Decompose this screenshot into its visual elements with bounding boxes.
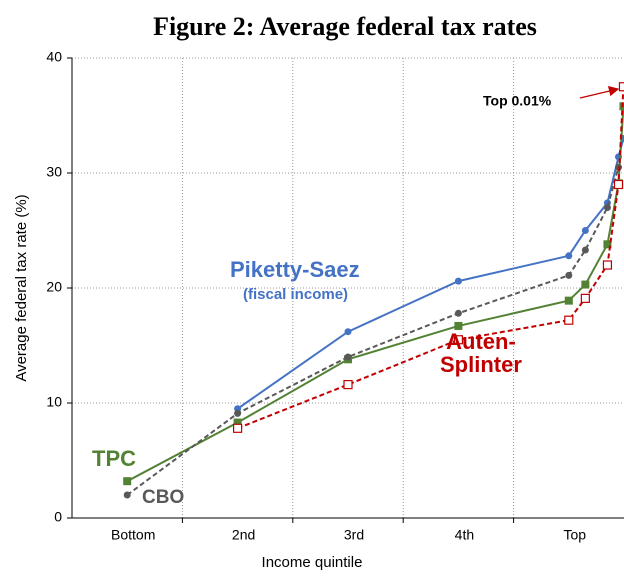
series-label: Piketty-Saez bbox=[230, 257, 360, 282]
x-axis-label: Income quintile bbox=[262, 554, 363, 571]
point bbox=[581, 280, 590, 289]
series bbox=[123, 102, 624, 486]
series bbox=[233, 82, 624, 433]
point bbox=[123, 491, 131, 499]
y-tick-label: 10 bbox=[46, 394, 62, 410]
point bbox=[344, 328, 352, 336]
series bbox=[123, 163, 622, 499]
y-tick-label: 0 bbox=[54, 509, 62, 525]
line bbox=[126, 166, 620, 496]
x-tick-label: 3rd bbox=[344, 527, 364, 543]
point bbox=[565, 252, 573, 260]
point bbox=[602, 260, 613, 270]
series-label: TPC bbox=[92, 446, 136, 471]
y-axis-label: Average federal tax rate (%) bbox=[13, 194, 30, 381]
x-tick-label: Bottom bbox=[111, 527, 155, 543]
point bbox=[581, 246, 589, 254]
line bbox=[126, 106, 624, 483]
point bbox=[454, 309, 462, 317]
series-label: CBO bbox=[142, 487, 185, 508]
x-tick-label: 2nd bbox=[232, 527, 255, 543]
series-sublabel: (fiscal income) bbox=[243, 286, 349, 303]
point bbox=[233, 423, 243, 433]
point bbox=[234, 409, 242, 417]
point bbox=[564, 296, 573, 305]
y-tick-label: 20 bbox=[46, 279, 62, 295]
point bbox=[580, 293, 590, 303]
y-tick-label: 30 bbox=[46, 164, 62, 180]
line bbox=[237, 86, 624, 430]
series-label: Auten- Splinter bbox=[440, 329, 522, 378]
annotation-arrow bbox=[579, 86, 620, 99]
point bbox=[454, 321, 463, 330]
chart-title: Figure 2: Average federal tax rates bbox=[153, 12, 537, 41]
point bbox=[343, 380, 353, 390]
x-tick-label: Top bbox=[564, 527, 587, 543]
point bbox=[603, 204, 611, 211]
point bbox=[233, 418, 242, 427]
point bbox=[453, 335, 463, 345]
annotation: Top 0.01% bbox=[483, 93, 552, 109]
point bbox=[344, 353, 352, 361]
point bbox=[123, 477, 132, 486]
point bbox=[603, 240, 612, 249]
y-tick-label: 40 bbox=[46, 49, 62, 65]
point bbox=[613, 179, 624, 190]
point bbox=[618, 82, 624, 92]
point bbox=[564, 315, 574, 325]
point bbox=[581, 227, 589, 234]
point bbox=[565, 271, 573, 279]
x-tick-label: 4th bbox=[455, 527, 474, 543]
point bbox=[454, 277, 462, 285]
